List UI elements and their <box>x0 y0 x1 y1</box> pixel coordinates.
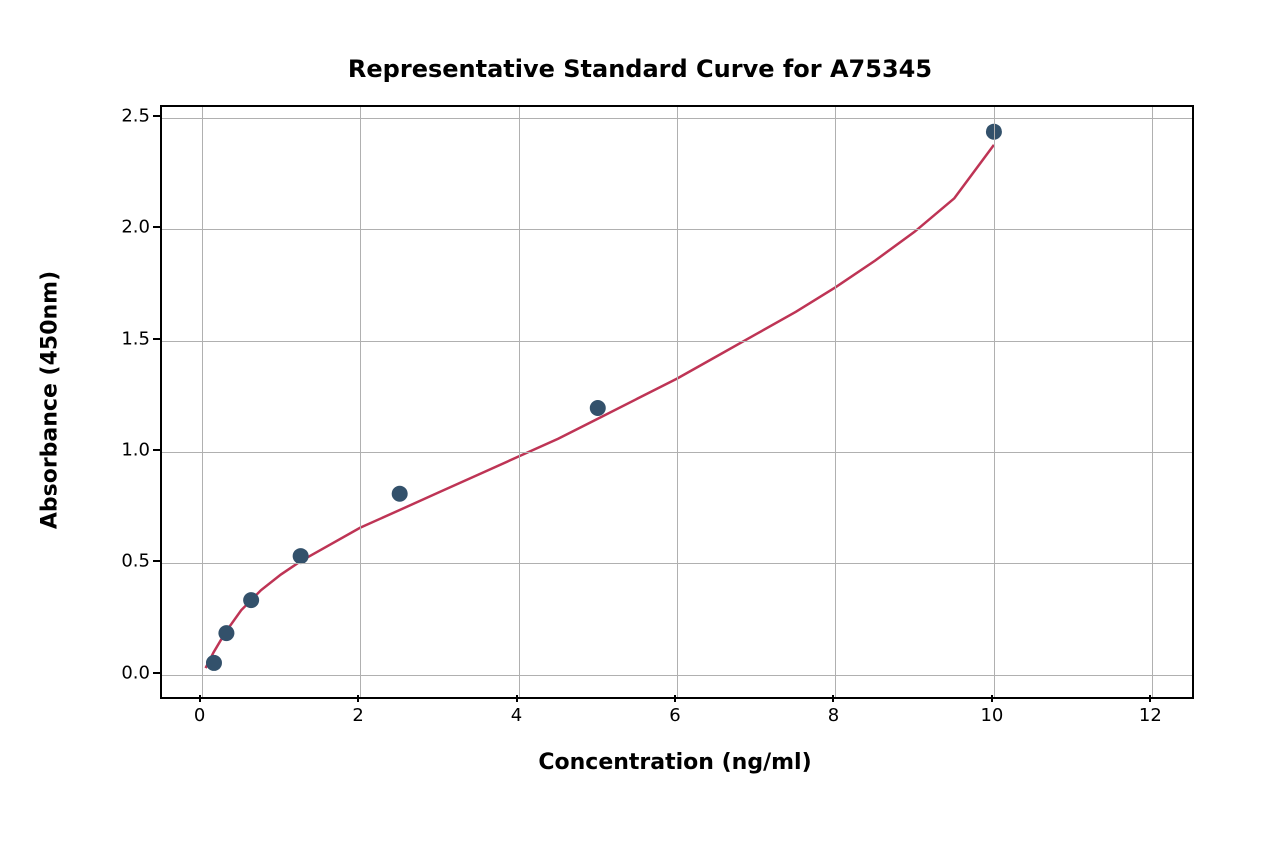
y-tick <box>153 560 160 562</box>
y-tick <box>153 338 160 340</box>
y-axis-label: Absorbance (450nm) <box>38 271 63 529</box>
grid-line-vertical <box>835 107 836 697</box>
y-tick <box>153 672 160 674</box>
data-point <box>243 592 259 608</box>
x-tick <box>516 695 518 702</box>
grid-line-vertical <box>360 107 361 697</box>
x-tick-label: 8 <box>828 705 839 726</box>
x-tick-label: 4 <box>511 705 522 726</box>
y-tick-label: 1.5 <box>115 328 150 349</box>
grid-line-vertical <box>1152 107 1153 697</box>
grid-line-horizontal <box>162 563 1192 564</box>
x-axis-label: Concentration (ng/ml) <box>160 750 1190 775</box>
x-tick-label: 0 <box>194 705 205 726</box>
x-tick <box>991 695 993 702</box>
grid-line-horizontal <box>162 118 1192 119</box>
y-tick <box>153 115 160 117</box>
x-tick-label: 6 <box>669 705 680 726</box>
y-tick-label: 2.5 <box>115 106 150 127</box>
x-tick-label: 10 <box>980 705 1003 726</box>
y-tick <box>153 449 160 451</box>
grid-line-vertical <box>677 107 678 697</box>
chart-title: Representative Standard Curve for A75345 <box>0 55 1280 83</box>
x-tick <box>674 695 676 702</box>
y-tick-label: 0.5 <box>115 551 150 572</box>
grid-line-vertical <box>519 107 520 697</box>
data-point <box>293 548 309 564</box>
x-tick-label: 12 <box>1139 705 1162 726</box>
x-tick <box>1149 695 1151 702</box>
data-point <box>206 655 222 671</box>
y-tick-label: 2.0 <box>115 217 150 238</box>
data-point <box>590 400 606 416</box>
x-tick <box>832 695 834 702</box>
fit-curve <box>206 145 994 668</box>
y-tick <box>153 226 160 228</box>
data-point <box>218 625 234 641</box>
x-tick <box>357 695 359 702</box>
grid-line-horizontal <box>162 341 1192 342</box>
grid-line-horizontal <box>162 452 1192 453</box>
data-point <box>392 486 408 502</box>
x-tick-label: 2 <box>352 705 363 726</box>
grid-line-horizontal <box>162 229 1192 230</box>
y-tick-label: 0.0 <box>115 662 150 683</box>
grid-line-vertical <box>202 107 203 697</box>
grid-line-vertical <box>994 107 995 697</box>
x-tick <box>199 695 201 702</box>
plot-area <box>160 105 1194 699</box>
grid-line-horizontal <box>162 675 1192 676</box>
y-tick-label: 1.0 <box>115 440 150 461</box>
chart-container: Representative Standard Curve for A75345… <box>0 0 1280 845</box>
